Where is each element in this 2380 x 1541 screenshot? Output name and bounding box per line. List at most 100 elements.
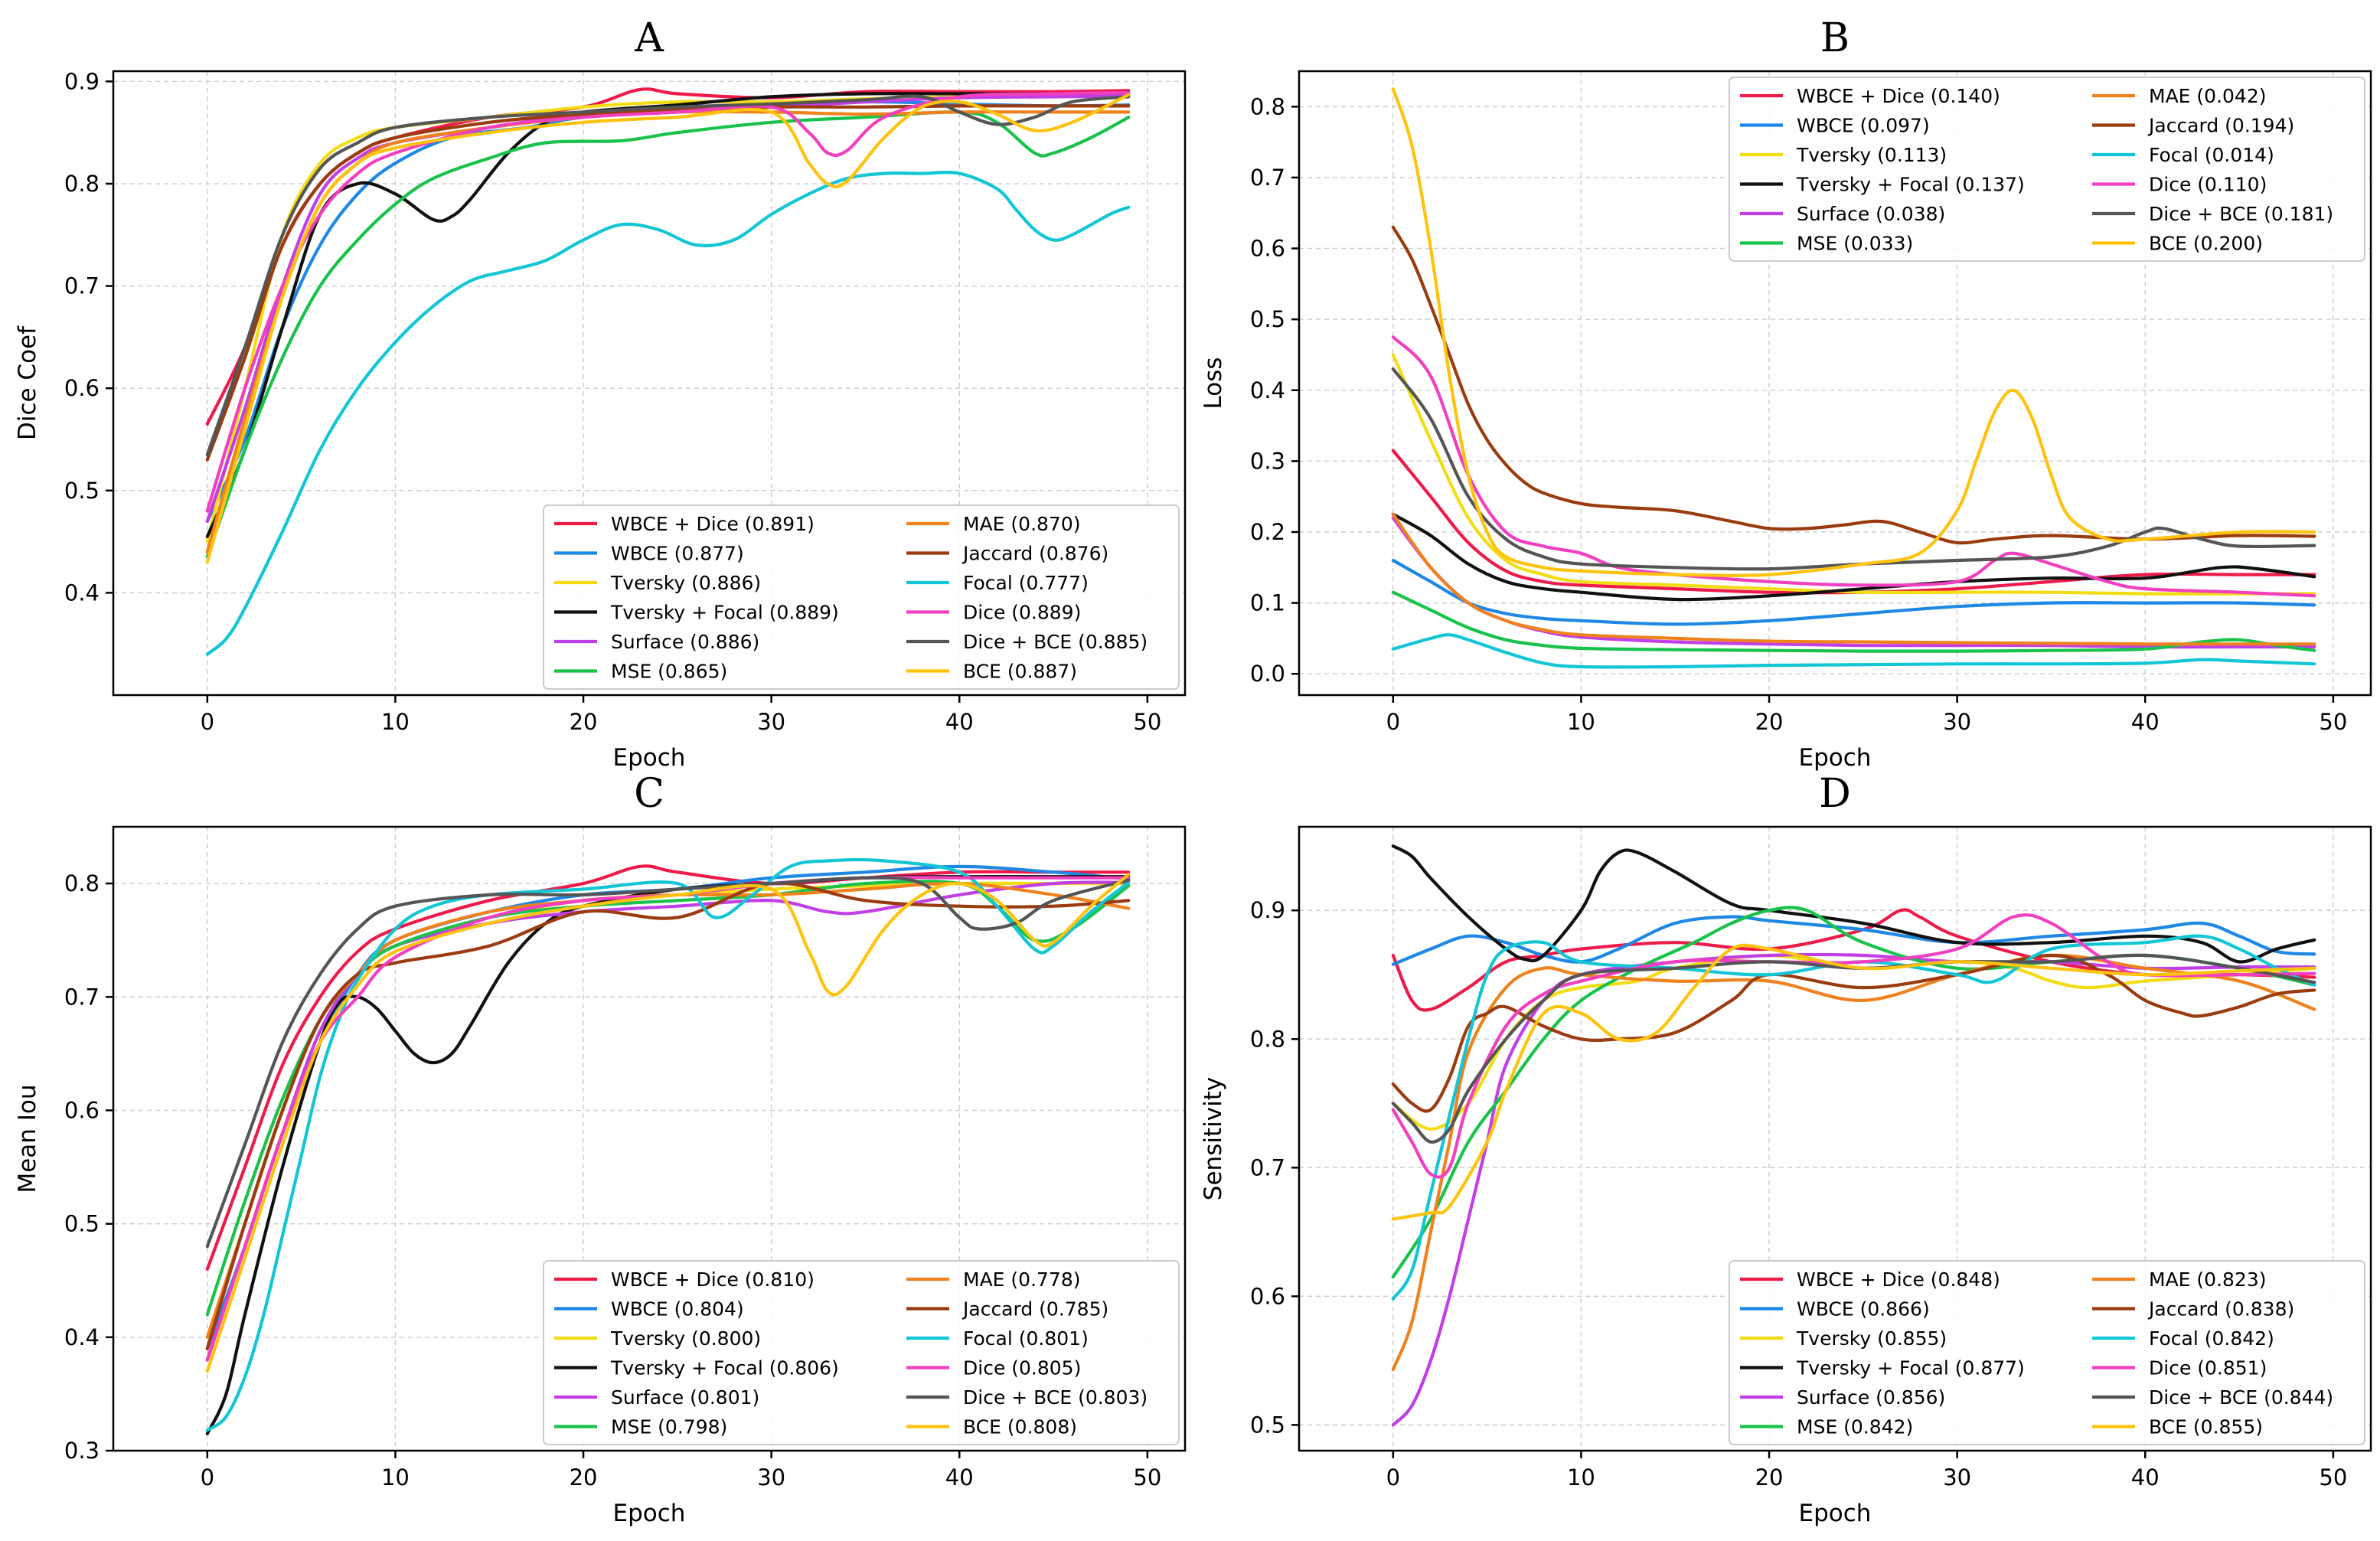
legend-label: Jaccard (0.876) — [961, 543, 1108, 565]
y-tick-label: 0.8 — [1250, 93, 1285, 119]
series-line-mse — [205, 110, 1131, 559]
legend-label: Surface (0.038) — [1797, 203, 1945, 225]
legend-item: Surface (0.856) — [1740, 1386, 1945, 1409]
legend-item: WBCE (0.097) — [1740, 115, 1930, 137]
x-tick-label: 30 — [1943, 709, 1971, 735]
y-tick-label: 0.5 — [64, 478, 100, 504]
legend-item: Surface (0.886) — [554, 631, 759, 653]
y-tick-label: 0.5 — [64, 1211, 100, 1237]
legend-label: MAE (0.823) — [2149, 1268, 2267, 1291]
series-line-dice-bce — [1391, 367, 2316, 571]
legend-label: WBCE (0.877) — [611, 543, 744, 565]
y-tick-label: 0.4 — [64, 580, 100, 606]
legend-item: Jaccard (0.785) — [906, 1298, 1108, 1321]
legend-item: MSE (0.842) — [1740, 1416, 1913, 1438]
panel-b: B 0 10 20 30 40 50 0.0 0.1 0.2 0.3 0.4 0.5 0.6 0.7 0.8 E… — [1200, 15, 2372, 772]
y-tick-label: 0.2 — [1250, 519, 1285, 545]
legend-label: Surface (0.886) — [611, 631, 759, 653]
series-line-bce — [1391, 87, 2316, 577]
legend-item: Focal (0.801) — [906, 1327, 1089, 1350]
legend-item: Surface (0.801) — [554, 1386, 759, 1409]
legend-item: MSE (0.865) — [554, 661, 727, 683]
x-tick-label: 0 — [201, 709, 214, 735]
legend-label: MSE (0.865) — [611, 661, 727, 683]
legend-label: Dice (0.110) — [2149, 174, 2267, 196]
legend-item: Tversky (0.113) — [1740, 144, 1947, 166]
plot-frame — [112, 825, 1187, 1452]
legend-label: Tversky (0.113) — [1796, 144, 1947, 166]
series-line-focal — [205, 171, 1131, 656]
legend: WBCE + Dice (0.810) WBCE (0.804) Tversky (… — [543, 1260, 1180, 1445]
legend-item: MAE (0.823) — [2092, 1268, 2267, 1291]
legend-label: Surface (0.801) — [611, 1386, 759, 1409]
legend: WBCE + Dice (0.891) WBCE (0.877) Tversky (… — [543, 504, 1180, 690]
legend-label: BCE (0.887) — [963, 661, 1077, 683]
legend-label: MAE (0.042) — [2149, 85, 2267, 107]
x-tick-label: 10 — [1567, 1464, 1595, 1490]
x-tick-label: 10 — [1567, 709, 1595, 735]
series-lines — [1391, 844, 2316, 1427]
x-tick-label: 0 — [1386, 1464, 1400, 1490]
series-line-jaccard — [1391, 953, 2316, 1113]
x-tick-label: 40 — [2131, 709, 2160, 735]
x-tick-label: 30 — [757, 709, 785, 735]
panel-a: A 0 10 20 30 40 50 0.4 0.5 0.6 0.7 0.8 0.9 Epoch Dice … — [14, 15, 1187, 772]
x-tick-label: 10 — [381, 709, 410, 735]
legend-box — [543, 504, 1180, 690]
y-axis-label: Mean Iou — [14, 1084, 41, 1193]
y-tick-label: 0.5 — [1250, 306, 1285, 332]
x-tick-label: 20 — [1755, 1464, 1784, 1490]
legend-label: Dice (0.805) — [963, 1357, 1081, 1379]
legend-label: Surface (0.856) — [1797, 1386, 1945, 1409]
y-axis-label: Sensitivity — [1200, 1077, 1227, 1200]
legend-label: Focal (0.014) — [2149, 144, 2274, 166]
legend-label: Tversky + Focal (0.806) — [610, 1357, 839, 1379]
legend-item: Tversky (0.886) — [554, 572, 761, 594]
legend-label: WBCE + Dice (0.810) — [611, 1268, 815, 1291]
legend: WBCE + Dice (0.848) WBCE (0.866) Tversky (… — [1729, 1260, 2365, 1445]
legend-item: Dice (0.889) — [906, 602, 1081, 624]
legend-label: Tversky (0.886) — [610, 572, 761, 594]
series-lines — [205, 87, 1131, 656]
legend-item: Tversky (0.855) — [1740, 1327, 1947, 1350]
legend-label: Focal (0.801) — [963, 1327, 1089, 1350]
legend-label: Dice (0.851) — [2149, 1357, 2267, 1379]
x-tick-label: 0 — [1386, 709, 1400, 735]
legend-item: Focal (0.777) — [906, 572, 1089, 594]
series-line-wbce — [1391, 915, 2316, 966]
series-line-wbce-dice — [205, 87, 1131, 426]
legend-label: BCE (0.855) — [2149, 1416, 2263, 1438]
legend-item: BCE (0.200) — [2092, 233, 2263, 255]
y-tick-label: 0.6 — [64, 1097, 100, 1123]
legend-item: BCE (0.808) — [906, 1416, 1077, 1438]
legend-item: Jaccard (0.838) — [2092, 1298, 2294, 1321]
x-axis-label: Epoch — [1799, 1500, 1872, 1527]
legend-item: Tversky (0.800) — [554, 1327, 761, 1350]
panel-title: A — [634, 15, 664, 61]
legend-item: MAE (0.778) — [906, 1268, 1081, 1291]
y-tick-label: 0.6 — [1250, 236, 1285, 262]
legend-item: Tversky + Focal (0.889) — [554, 602, 839, 624]
x-tick-label: 40 — [945, 709, 974, 735]
legend-item: BCE (0.887) — [906, 661, 1077, 683]
series-line-wbce-dice — [205, 864, 1131, 1271]
series-line-tversky — [1391, 353, 2316, 596]
series-line-bce — [205, 93, 1131, 564]
series-line-mae — [205, 109, 1131, 554]
series-line-focal — [1391, 633, 2316, 669]
series-line-mse — [1391, 590, 2316, 653]
x-axis-label: Epoch — [613, 1500, 686, 1527]
y-tick-label: 0.8 — [1250, 1026, 1285, 1052]
x-tick-label: 50 — [2319, 709, 2347, 735]
y-tick-label: 0.0 — [1250, 661, 1285, 687]
series-line-jaccard — [205, 881, 1131, 1350]
y-axis-label: Loss — [1200, 357, 1227, 410]
series-line-bce — [1391, 943, 2316, 1221]
y-tick-label: 0.6 — [1250, 1283, 1285, 1309]
y-tick-label: 0.4 — [1250, 377, 1285, 403]
legend-label: MAE (0.870) — [963, 513, 1081, 535]
y-tick-label: 0.9 — [1250, 897, 1285, 923]
legend-label: Jaccard (0.785) — [961, 1298, 1108, 1321]
legend-label: Focal (0.842) — [2149, 1327, 2274, 1350]
